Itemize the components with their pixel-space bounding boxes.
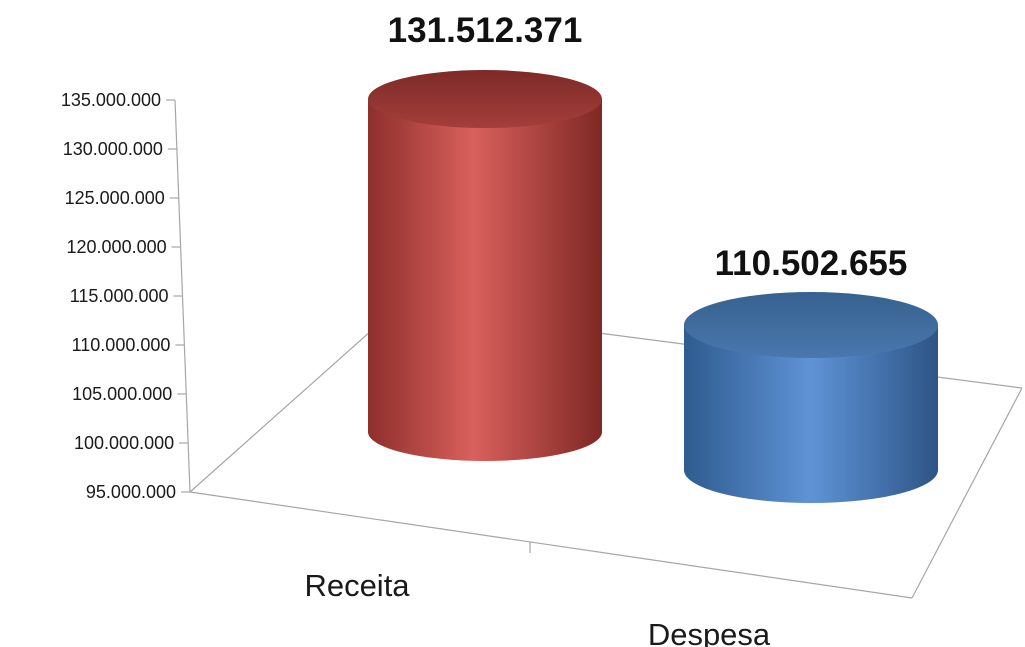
data-labels: 131.512.371 110.502.655 <box>388 11 908 283</box>
y-tick-label: 130.000.000 <box>63 139 163 159</box>
x-axis-line <box>189 491 913 599</box>
y-tick-label: 135.000.000 <box>61 90 161 110</box>
floor-right-edge <box>911 387 1023 599</box>
data-label: 131.512.371 <box>388 11 583 50</box>
bar-body <box>368 99 602 461</box>
y-tick-label: 120.000.000 <box>67 237 167 257</box>
bar-body <box>684 325 938 503</box>
y-tick-label: 110.000.000 <box>72 335 171 355</box>
bar-despesa <box>684 292 938 503</box>
category-label: Receita <box>304 568 410 603</box>
y-axis-ticks: 95.000.000 100.000.000 105.000.000 110.000.… <box>61 90 190 502</box>
bars <box>368 70 938 503</box>
y-tick-label: 115.000.000 <box>70 286 169 306</box>
y-tick-label: 105.000.000 <box>72 384 172 404</box>
bar-top <box>684 292 938 358</box>
y-tick-label: 100.000.000 <box>74 433 174 453</box>
category-label: Despesa <box>648 617 771 647</box>
data-label: 110.502.655 <box>715 244 908 283</box>
bar-top <box>368 70 602 128</box>
category-labels: Receita Despesa <box>304 568 770 647</box>
back-floor-edge <box>189 306 399 493</box>
y-tick-label: 95.000.000 <box>86 482 176 502</box>
y-tick-label: 125.000.000 <box>65 188 165 208</box>
bar-receita <box>368 70 602 461</box>
